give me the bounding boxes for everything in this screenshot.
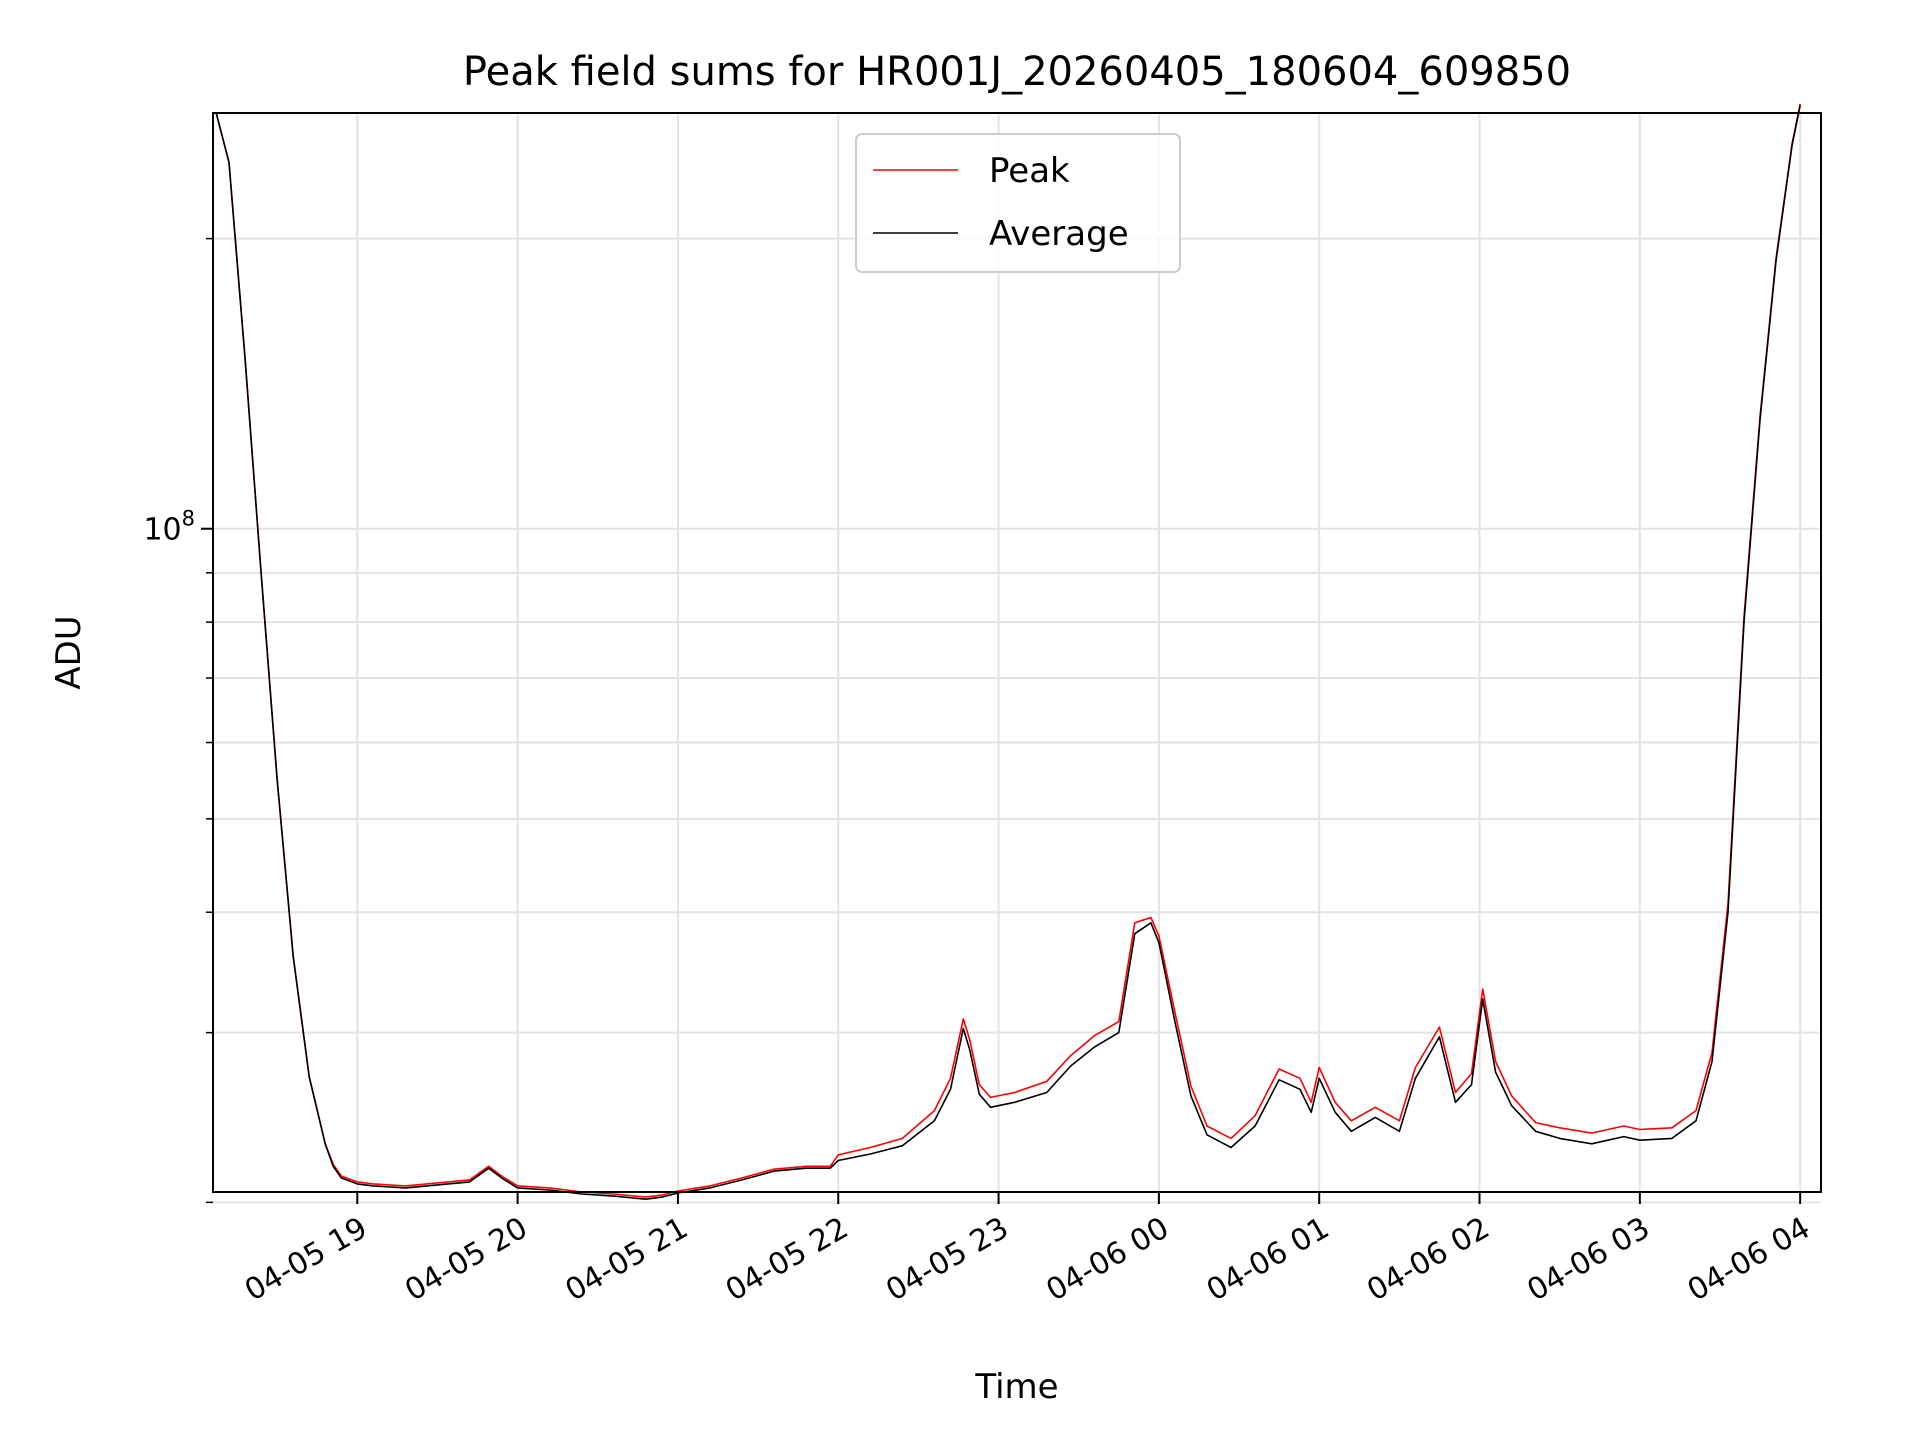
legend-box	[855, 133, 1181, 273]
series-line-peak	[215, 103, 1801, 1198]
legend-text-average: Average	[989, 214, 1129, 254]
axes-frame	[212, 112, 1822, 1193]
legend-text-peak: Peak	[989, 151, 1070, 191]
legend: Peak Average	[855, 133, 1181, 273]
series-line-average	[215, 105, 1801, 1200]
y-tick-label: 108	[143, 507, 195, 548]
x-axis-label: Time	[974, 1367, 1058, 1407]
y-axis-label: ADU	[49, 615, 89, 689]
grid	[213, 113, 1821, 1204]
plot-series	[215, 103, 1801, 1200]
chart-title: Peak field sums for HR001J_20260405_1806…	[463, 49, 1571, 95]
